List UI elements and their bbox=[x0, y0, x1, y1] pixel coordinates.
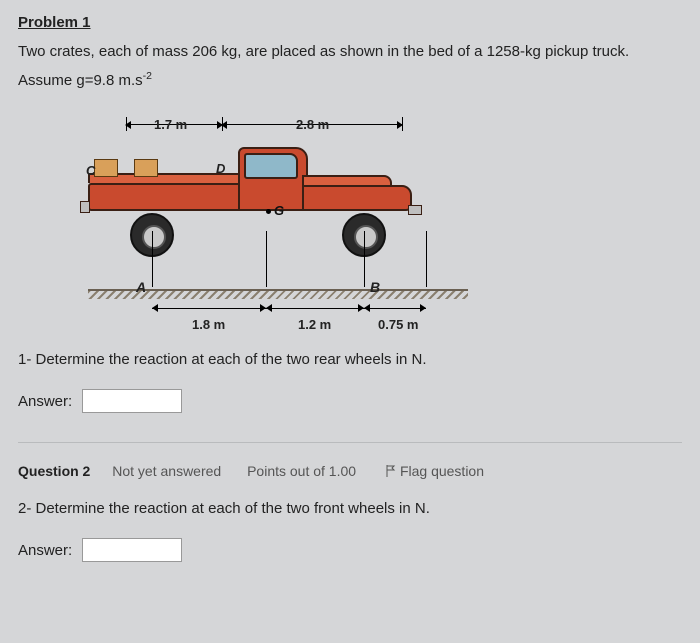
crate-d bbox=[134, 159, 158, 177]
assume-g-prefix: Assume g=9.8 m.s bbox=[18, 72, 143, 89]
label-c: C bbox=[86, 161, 95, 181]
flag-question-label: Flag question bbox=[400, 463, 484, 479]
question-2-status: Not yet answered bbox=[112, 463, 221, 479]
answer-1-input[interactable] bbox=[82, 389, 182, 413]
problem-statement-1: Two crates, each of mass 206 kg, are pla… bbox=[18, 41, 682, 64]
answer-2-input[interactable] bbox=[82, 538, 182, 562]
flag-question-link[interactable]: Flag question bbox=[386, 463, 484, 479]
question-2-number: Question 2 bbox=[18, 463, 90, 479]
dim-d1: 1.8 m bbox=[192, 315, 225, 335]
assume-g-exp: -2 bbox=[143, 70, 152, 82]
problem-statement-2: Assume g=9.8 m.s-2 bbox=[18, 69, 682, 93]
divider bbox=[18, 442, 682, 443]
question-2-text: 2- Determine the reaction at each of the… bbox=[18, 498, 682, 521]
dim-top-right: 2.8 m bbox=[296, 115, 329, 135]
dim-top-left: 1.7 m bbox=[154, 115, 187, 135]
answer-2-label: Answer: bbox=[18, 542, 72, 559]
question-2-header: Question 2 Not yet answered Points out o… bbox=[18, 461, 682, 482]
truck-figure: 1.7 m 2.8 m C D G A B 1.8 m 1.2 m 0.75 m bbox=[58, 111, 478, 331]
label-d: D bbox=[216, 159, 225, 179]
flag-icon bbox=[386, 465, 396, 477]
problem-title: Problem 1 bbox=[18, 12, 682, 35]
label-b: B bbox=[370, 277, 380, 298]
crate-c bbox=[94, 159, 118, 177]
dim-d2: 1.2 m bbox=[298, 315, 331, 335]
top-dimensions: 1.7 m 2.8 m bbox=[126, 117, 402, 135]
truck-drawing: C D G bbox=[88, 141, 428, 271]
answer-1-label: Answer: bbox=[18, 393, 72, 410]
question-2-points: Points out of 1.00 bbox=[247, 463, 356, 479]
label-a: A bbox=[136, 277, 146, 298]
answer-2-row: Answer: bbox=[18, 538, 682, 563]
answer-1-row: Answer: bbox=[18, 389, 682, 414]
question-1-text: 1- Determine the reaction at each of the… bbox=[18, 349, 682, 372]
problem-block: Problem 1 Two crates, each of mass 206 k… bbox=[18, 12, 682, 93]
label-g: G bbox=[274, 201, 284, 221]
dim-d3: 0.75 m bbox=[378, 315, 418, 335]
bottom-dimensions: 1.8 m 1.2 m 0.75 m bbox=[58, 301, 478, 323]
